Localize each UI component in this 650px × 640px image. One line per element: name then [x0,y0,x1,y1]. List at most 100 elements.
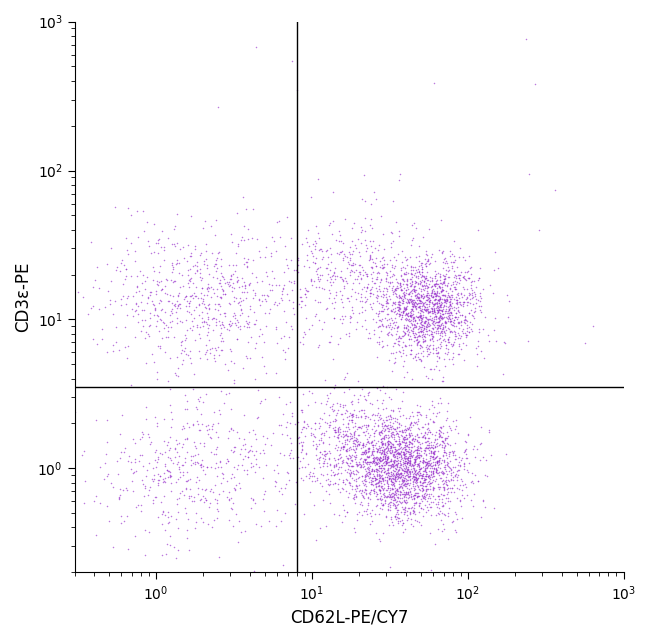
Point [400,444,411,454]
Point [398,447,408,457]
Point [398,455,409,465]
Point [292,253,303,264]
Point [294,291,305,301]
Point [308,239,318,249]
Point [426,564,436,575]
Point [314,314,324,324]
Point [396,493,407,504]
Point [462,267,473,277]
Point [403,513,413,523]
Point [422,458,433,468]
Point [215,345,226,355]
Point [309,236,320,246]
Point [196,513,206,523]
Point [417,336,428,346]
Point [356,404,367,415]
Point [419,475,429,485]
Point [410,467,421,477]
Point [476,438,487,449]
Point [415,477,426,487]
Point [443,272,453,282]
Point [361,448,371,458]
Point [139,226,150,236]
Point [330,271,340,282]
Point [402,452,412,463]
Point [452,467,462,477]
Point [205,221,216,231]
Point [440,280,450,290]
Point [427,374,437,384]
Point [445,456,455,467]
Point [422,294,433,305]
Point [346,468,356,479]
Point [434,429,444,439]
Point [453,465,463,475]
Point [406,422,417,432]
Point [452,290,463,300]
Point [365,457,376,467]
Point [385,442,396,452]
Point [413,423,424,433]
Point [413,432,424,442]
Point [179,490,190,500]
Point [398,492,409,502]
Point [337,414,348,424]
Point [399,504,410,514]
Point [386,513,396,524]
Point [412,338,423,348]
Point [267,266,278,276]
Point [395,426,405,436]
Point [411,349,421,360]
Point [416,520,426,530]
Point [379,490,389,500]
Point [450,334,460,344]
Point [419,276,429,286]
Point [417,312,427,323]
Point [432,458,442,468]
Point [214,247,224,257]
Point [325,218,335,228]
Point [398,518,408,528]
Point [177,424,187,434]
Point [378,447,389,457]
Point [385,470,395,481]
Point [421,294,432,305]
Point [205,447,216,457]
Point [214,350,224,360]
Point [421,258,432,268]
Point [387,477,397,488]
Point [202,425,212,435]
Point [337,500,348,511]
Point [406,305,417,316]
Point [398,331,409,341]
Point [438,324,448,335]
Point [231,260,241,270]
Point [167,258,177,268]
Point [392,484,402,494]
Point [404,437,414,447]
Point [143,330,153,340]
Point [357,225,367,236]
Point [399,303,410,313]
Point [415,276,425,286]
Point [418,511,428,521]
Point [412,289,423,299]
Point [421,468,432,479]
Point [235,321,245,331]
Point [415,474,426,484]
Point [397,476,408,486]
Point [257,431,268,441]
Point [424,458,434,468]
Point [396,425,407,435]
Point [415,456,425,467]
Point [389,358,399,368]
Point [353,467,363,477]
Point [408,296,418,306]
Point [114,452,125,463]
Point [421,410,432,420]
Point [414,452,424,462]
Point [455,480,465,490]
Point [190,335,200,345]
Point [460,273,470,284]
Point [159,317,170,328]
